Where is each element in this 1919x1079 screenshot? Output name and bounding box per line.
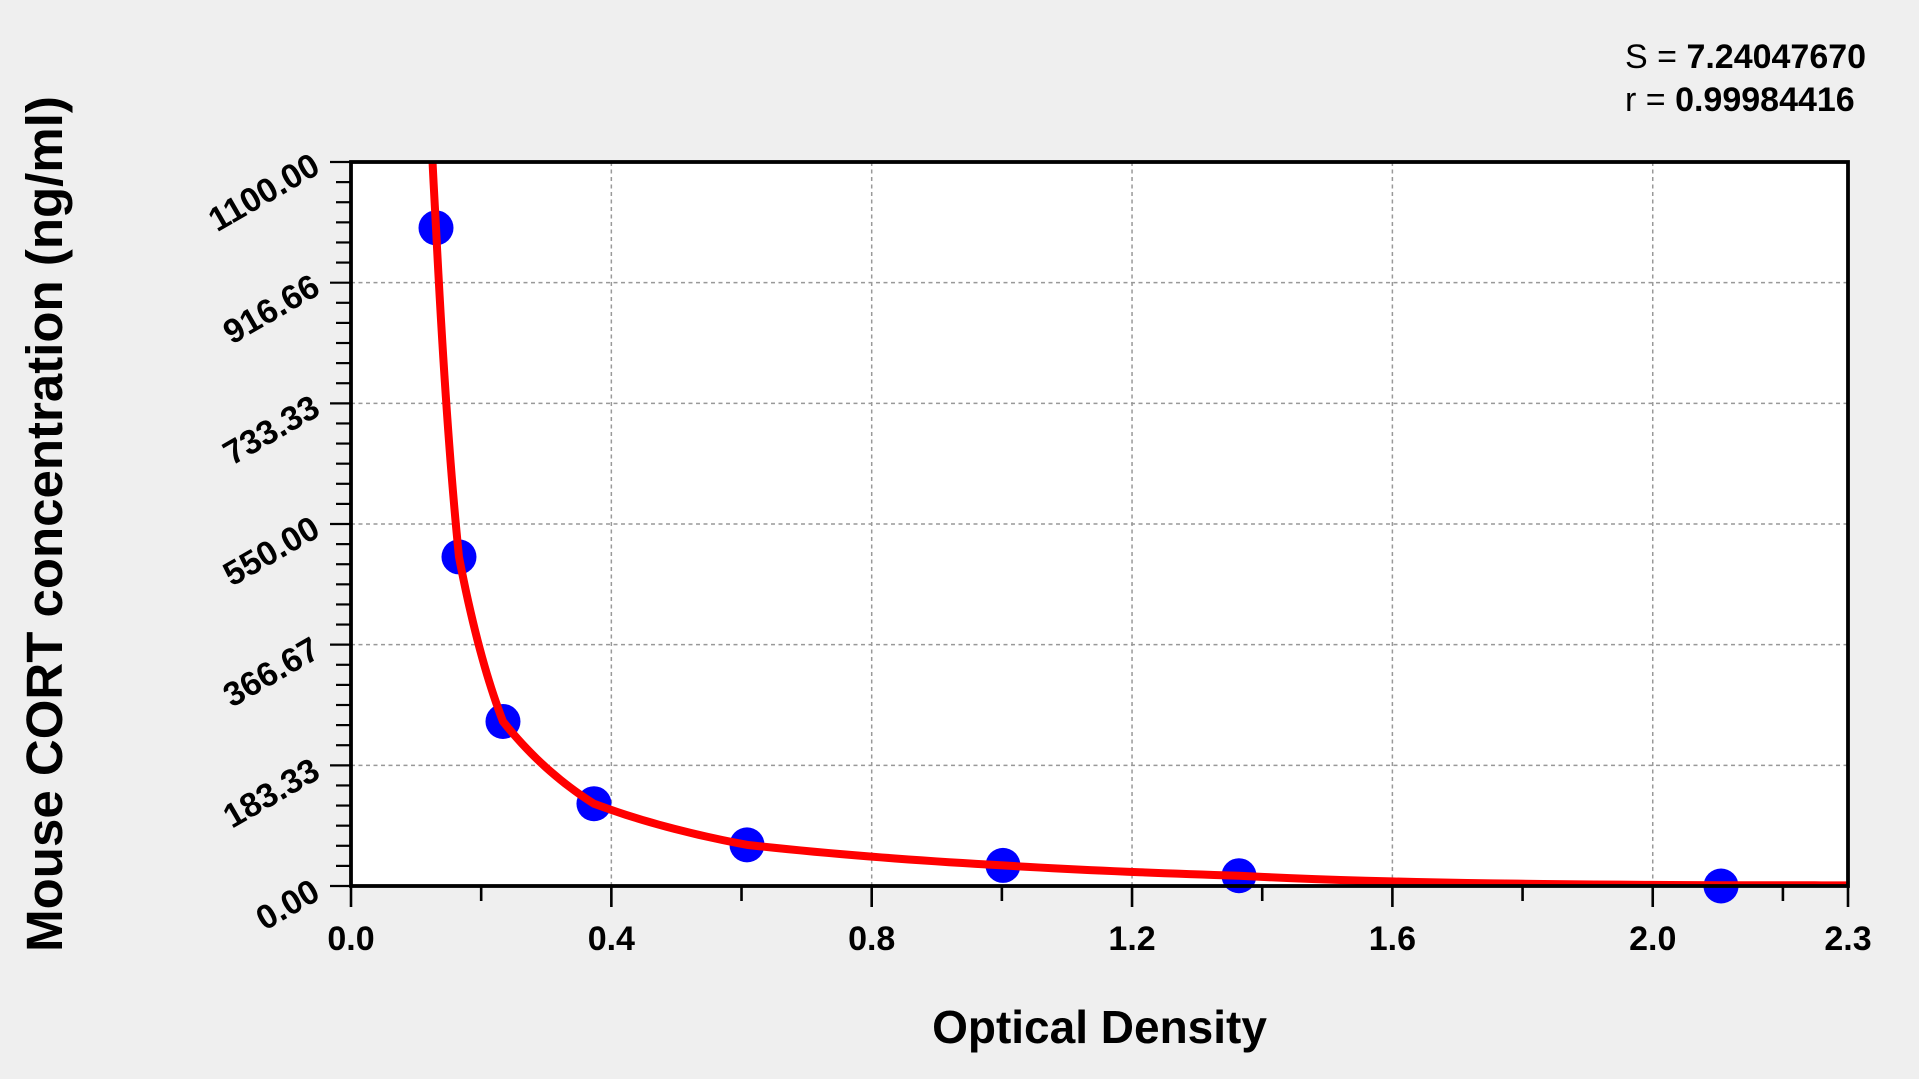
svg-text:2.0: 2.0 — [1629, 920, 1676, 958]
svg-text:0.8: 0.8 — [848, 920, 895, 958]
svg-text:2.3: 2.3 — [1824, 920, 1871, 958]
svg-text:0.0: 0.0 — [327, 920, 374, 958]
svg-text:S = 7.24047670: S = 7.24047670 — [1625, 38, 1866, 76]
svg-text:Optical Density: Optical Density — [932, 1001, 1267, 1053]
svg-text:1.6: 1.6 — [1369, 920, 1416, 958]
svg-text:r = 0.99984416: r = 0.99984416 — [1625, 81, 1855, 119]
svg-text:Mouse CORT concentration (ng/m: Mouse CORT concentration (ng/ml) — [16, 96, 73, 952]
svg-text:1.2: 1.2 — [1108, 920, 1155, 958]
svg-text:0.4: 0.4 — [588, 920, 635, 958]
